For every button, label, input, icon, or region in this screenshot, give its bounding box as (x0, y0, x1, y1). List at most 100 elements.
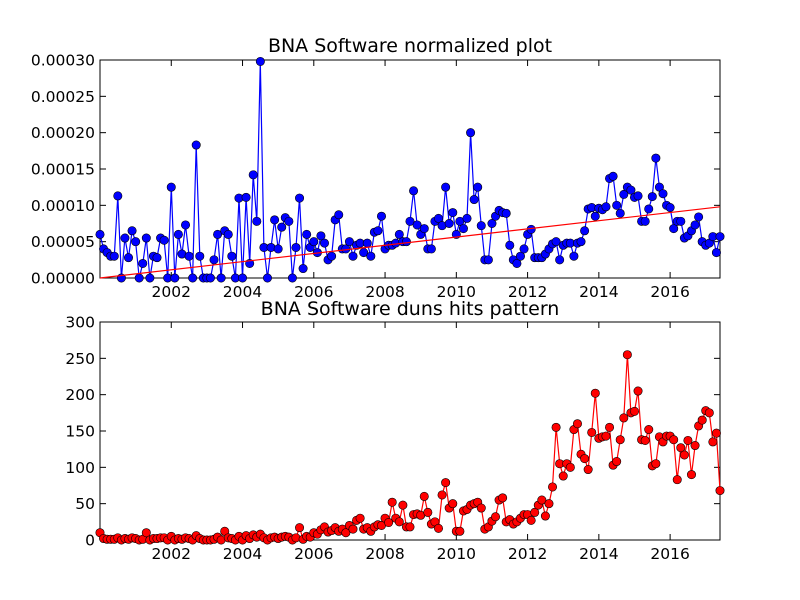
data-point (401, 237, 411, 247)
data-point (601, 202, 611, 212)
y-tick-label: 250 (65, 350, 95, 368)
data-point (223, 229, 233, 239)
y-tick-label: 0 (85, 532, 95, 550)
data-point (355, 513, 365, 523)
data-point (697, 415, 707, 425)
y-tick-label: 0.00020 (31, 124, 95, 142)
data-point (291, 242, 301, 252)
data-point (448, 499, 458, 509)
y-tick-label: 0.00015 (31, 161, 95, 179)
data-point (669, 435, 679, 445)
y-tick-label: 150 (65, 423, 95, 441)
data-point (141, 233, 151, 243)
data-point (647, 192, 657, 202)
data-point (651, 459, 661, 469)
data-point (273, 244, 283, 254)
data-point (152, 253, 162, 263)
x-tick-label: 2002 (152, 545, 191, 563)
tick-group: 2002 2004 2006 2008 2010 2012 2014 2016 0.00000 0… (31, 52, 720, 301)
data-point (412, 220, 422, 230)
data-point (384, 518, 394, 528)
data-point (241, 192, 251, 202)
x-tick-label: 2016 (650, 545, 689, 563)
data-point (558, 471, 568, 481)
y-tick-label: 200 (65, 386, 95, 404)
data-point (476, 221, 486, 231)
data-point (441, 182, 451, 192)
data-point (544, 499, 554, 509)
x-tick-label: 2014 (579, 545, 618, 563)
data-point (580, 454, 590, 464)
data-point (669, 224, 679, 234)
series-layer (95, 56, 725, 283)
data-point (444, 219, 454, 229)
data-point (651, 153, 661, 163)
data-point (434, 213, 444, 223)
data-point (255, 56, 265, 66)
data-point (284, 216, 294, 226)
data-point (295, 523, 305, 533)
data-point (612, 457, 622, 467)
data-point (683, 435, 693, 445)
x-tick-label: 2002 (152, 283, 191, 301)
data-point (455, 526, 465, 536)
data-point (437, 490, 447, 500)
data-point (362, 238, 372, 248)
y-tick-label: 0.00005 (31, 233, 95, 251)
data-point (608, 171, 618, 181)
data-point (619, 189, 629, 199)
y-tick-label: 100 (65, 459, 95, 477)
y-tick-label: 0.00025 (31, 88, 95, 106)
data-point (658, 189, 668, 199)
data-point (248, 170, 258, 180)
data-point (679, 450, 689, 460)
data-point (270, 215, 280, 225)
data-point (124, 253, 134, 263)
data-point (419, 224, 429, 234)
data-point (512, 258, 522, 268)
data-point (633, 191, 643, 201)
data-point (441, 478, 451, 488)
data-point (537, 495, 547, 505)
data-point (644, 204, 654, 214)
data-point (181, 220, 191, 230)
data-point (141, 528, 151, 538)
x-tick-label: 2008 (365, 545, 404, 563)
trend-line (99, 206, 721, 279)
data-point (209, 255, 219, 265)
data-point (319, 238, 329, 248)
data-point (423, 507, 433, 517)
data-point (458, 224, 468, 234)
data-point (501, 208, 511, 218)
data-point (473, 182, 483, 192)
data-point (715, 486, 725, 496)
data-point (316, 231, 326, 241)
chart-title: BNA Software duns hits pattern (261, 298, 560, 320)
x-tick-label: 2012 (508, 545, 547, 563)
data-point (348, 524, 358, 534)
data-point (109, 251, 119, 261)
data-point (359, 248, 369, 258)
data-point (398, 500, 408, 510)
data-point (277, 222, 287, 232)
data-point (134, 273, 144, 283)
data-point (344, 237, 354, 247)
x-tick-label: 2010 (437, 283, 476, 301)
data-point (191, 140, 201, 150)
data-point (131, 237, 141, 247)
data-point (227, 251, 237, 261)
data-point (519, 244, 529, 254)
data-point (309, 237, 319, 247)
data-point (505, 240, 515, 250)
data-point (173, 229, 183, 239)
data-point (448, 208, 458, 218)
x-tick-label: 2004 (223, 283, 262, 301)
data-point (409, 186, 419, 196)
data-point (405, 522, 415, 532)
data-point (213, 229, 223, 239)
data-point (686, 470, 696, 480)
data-point (127, 226, 137, 236)
data-point (622, 350, 632, 360)
data-point (166, 182, 176, 192)
